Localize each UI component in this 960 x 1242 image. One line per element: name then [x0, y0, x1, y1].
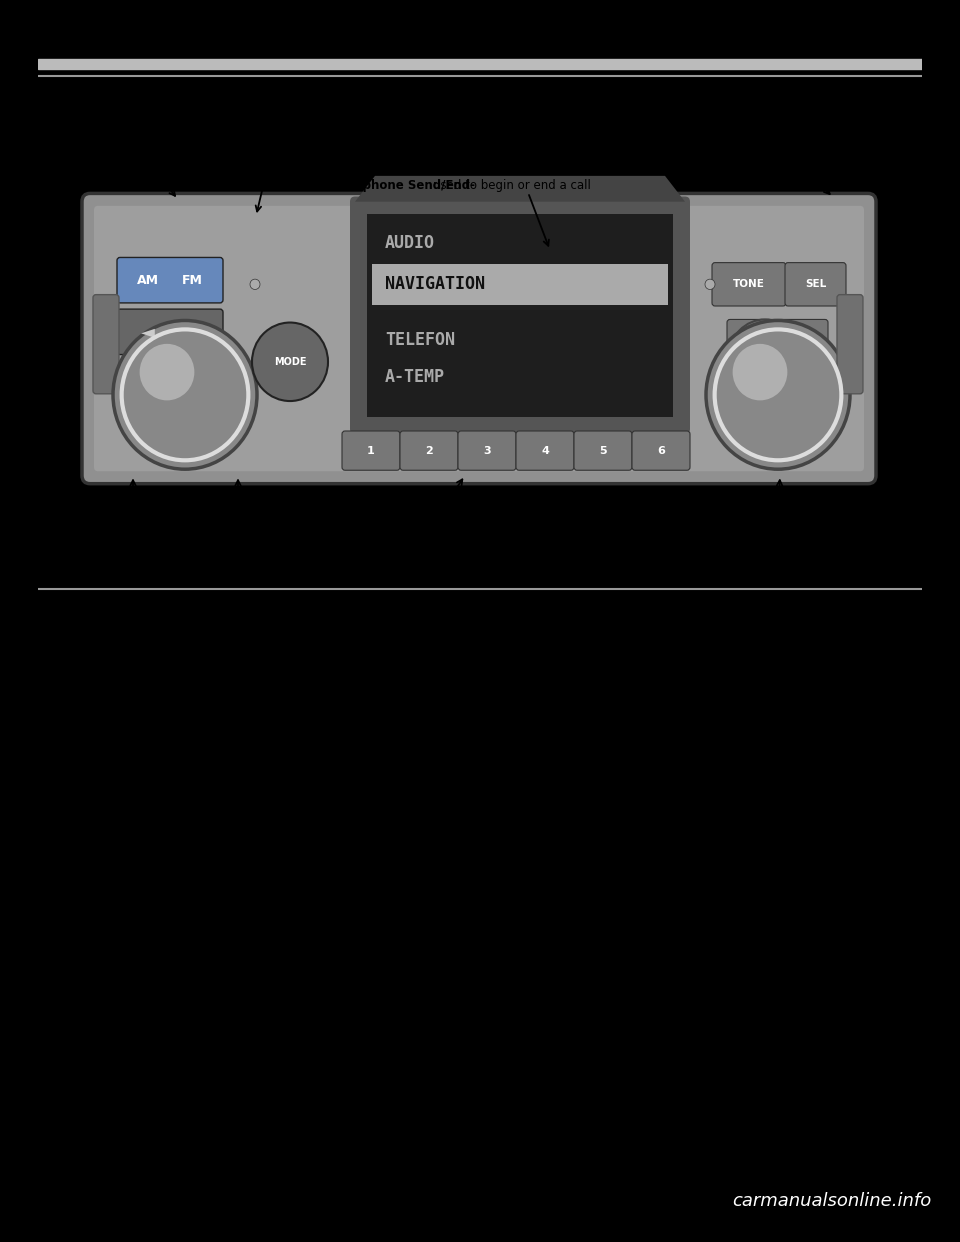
Text: Station Search Button: Station Search Button: [48, 128, 195, 142]
FancyBboxPatch shape: [400, 431, 458, 471]
Text: used to control display backlight: used to control display backlight: [263, 152, 456, 165]
FancyBboxPatch shape: [727, 319, 828, 363]
FancyBboxPatch shape: [94, 206, 864, 471]
Circle shape: [122, 329, 249, 461]
Text: displays the correct menu options.  Text and symbols on the display are generate: displays the correct menu options. Text …: [56, 637, 619, 651]
Text: Control Knob-: Control Knob-: [616, 513, 708, 527]
Text: AM: AM: [137, 273, 159, 287]
Circle shape: [139, 344, 194, 400]
Bar: [372, 263, 668, 306]
FancyBboxPatch shape: [785, 262, 846, 306]
Text: navigation computer and transmitted to the MIR via the “Navigation” Bus.  If the: navigation computer and transmitted to t…: [56, 661, 623, 673]
FancyBboxPatch shape: [342, 431, 400, 471]
Text: On-Board Computer Functions: On-Board Computer Functions: [56, 877, 282, 891]
Circle shape: [113, 320, 257, 469]
Text: Mode Button-: Mode Button-: [166, 546, 256, 559]
Text: used to control: used to control: [683, 513, 771, 527]
Text: ◄: ◄: [141, 323, 155, 340]
Text: switches between radio and CD operation: switches between radio and CD operation: [228, 546, 475, 559]
Text: TELEFON: TELEFON: [385, 332, 455, 349]
FancyBboxPatch shape: [117, 309, 223, 354]
Text: recalls main menu for display: recalls main menu for display: [567, 104, 742, 117]
Text: Station Keys-: Station Keys-: [356, 518, 444, 532]
Circle shape: [714, 329, 841, 461]
Circle shape: [729, 319, 801, 394]
Text: TONE: TONE: [733, 279, 765, 289]
Text: FM: FM: [181, 273, 203, 287]
Text: Left Knob-: Left Knob-: [48, 518, 117, 532]
Text: 1: 1: [367, 446, 374, 456]
Text: radio/CD: radio/CD: [422, 518, 474, 532]
Text: MODE: MODE: [274, 356, 306, 366]
FancyBboxPatch shape: [516, 431, 574, 471]
Text: The navigation elements of the MIR will be discussed in the MK3 module.: The navigation elements of the MIR will …: [56, 748, 571, 760]
FancyBboxPatch shape: [458, 431, 516, 471]
Text: ☏: ☏: [747, 343, 780, 370]
Text: NAVIGATION: NAVIGATION: [385, 276, 485, 293]
Text: 4: 4: [541, 446, 549, 456]
Text: radio volume control: radio volume control: [99, 518, 222, 532]
Circle shape: [252, 323, 328, 401]
Text: Outside temperature is the only on-board computer display possible for the Z8.: Outside temperature is the only on-board…: [56, 904, 554, 917]
Text: play signals.  The screen display is monochrome only.: play signals. The screen display is mono…: [56, 705, 393, 719]
FancyBboxPatch shape: [837, 294, 863, 394]
Text: carmanualsonline.info: carmanualsonline.info: [732, 1192, 931, 1210]
Polygon shape: [355, 176, 685, 201]
Text: Photocell Sensor-: Photocell Sensor-: [176, 152, 293, 165]
Text: 6: 6: [657, 446, 665, 456]
Text: Audio Mixing: Audio Mixing: [56, 789, 154, 801]
Text: MENU: MENU: [760, 337, 795, 347]
Text: SEL: SEL: [804, 279, 827, 289]
Text: ►: ►: [185, 323, 199, 340]
Circle shape: [705, 279, 715, 289]
FancyBboxPatch shape: [82, 194, 876, 483]
Text: AUDIO: AUDIO: [385, 233, 435, 252]
Text: muting the radio or CD player.: muting the radio or CD player.: [56, 838, 246, 851]
FancyBboxPatch shape: [574, 431, 632, 471]
Circle shape: [706, 320, 850, 469]
Text: Menu Button-: Menu Button-: [506, 104, 596, 117]
Text: 5: 5: [599, 446, 607, 456]
FancyBboxPatch shape: [712, 262, 786, 306]
Bar: [38, 60, 922, 70]
Circle shape: [250, 279, 260, 289]
Text: 7: 7: [900, 1119, 908, 1133]
Bar: [367, 214, 673, 416]
FancyBboxPatch shape: [93, 294, 119, 394]
FancyBboxPatch shape: [117, 257, 223, 303]
Text: 3: 3: [483, 446, 491, 456]
Text: NG Radios: NG Radios: [854, 1136, 908, 1146]
Text: not detect that a navigation computer is connected, the MIR itself will generate: not detect that a navigation computer is…: [56, 683, 635, 696]
Text: 2: 2: [425, 446, 433, 456]
Text: Every time the MIR is switched on it looks to see if a navigation computer is in: Every time the MIR is switched on it loo…: [56, 615, 617, 628]
Circle shape: [732, 344, 787, 400]
FancyBboxPatch shape: [350, 196, 690, 435]
Text: A-TEMP: A-TEMP: [385, 369, 445, 386]
Text: Telephone Send/End-: Telephone Send/End-: [336, 179, 475, 191]
FancyBboxPatch shape: [632, 431, 690, 471]
Text: Audio mixing allows the vehicle passengers to listen to navigation instructions : Audio mixing allows the vehicle passenge…: [56, 815, 599, 828]
Text: used to begin or end a call: used to begin or end a call: [433, 179, 590, 191]
Text: operation of systems in display: operation of systems in display: [616, 538, 801, 551]
